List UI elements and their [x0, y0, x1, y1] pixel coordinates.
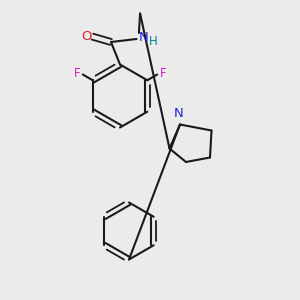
Text: H: H	[149, 35, 158, 48]
Text: F: F	[74, 68, 80, 80]
Text: N: N	[139, 31, 148, 44]
Text: O: O	[82, 30, 92, 43]
Text: F: F	[160, 68, 166, 80]
Text: N: N	[174, 107, 183, 120]
